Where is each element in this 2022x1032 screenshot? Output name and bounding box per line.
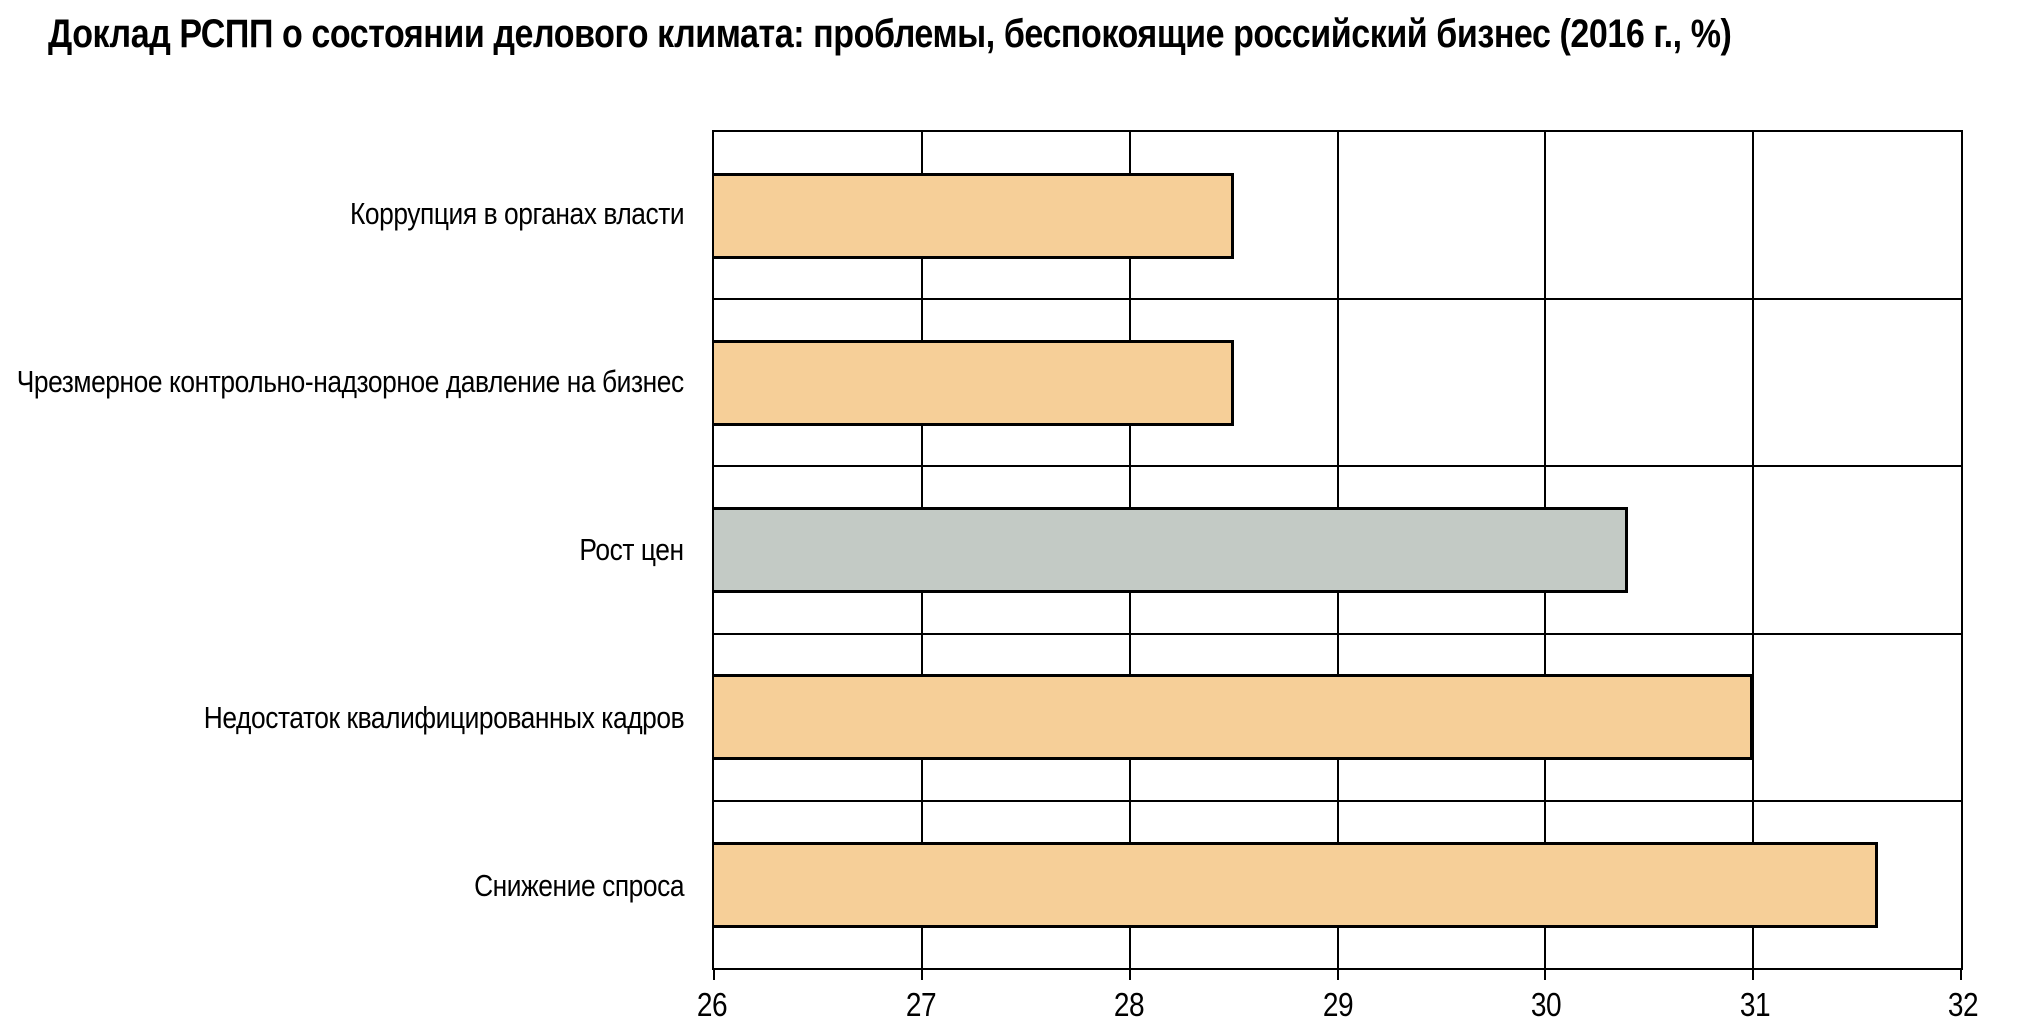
horizontal-gridline xyxy=(714,632,1961,635)
bar xyxy=(714,172,1234,259)
bar xyxy=(714,841,1878,928)
x-tick-label: 30 xyxy=(1530,986,1562,1023)
category-label: Снижение спроса xyxy=(473,868,684,903)
x-tick-label: 32 xyxy=(1947,986,1979,1023)
bar xyxy=(714,340,1234,426)
tick-mark xyxy=(1752,968,1755,980)
x-tick-label: 26 xyxy=(696,986,728,1023)
x-tick-label: 31 xyxy=(1739,986,1770,1023)
tick-mark xyxy=(1544,968,1547,980)
tick-mark xyxy=(920,968,923,980)
chart-title: Доклад РСПП о состоянии делового климата… xyxy=(48,12,1732,56)
x-tick-label: 28 xyxy=(1113,986,1145,1023)
value-axis: 26 27 28 29 30 31 32 xyxy=(697,986,1979,1026)
vertical-gridline xyxy=(1752,132,1755,968)
horizontal-gridline xyxy=(714,465,1961,468)
x-tick-label: 27 xyxy=(905,986,936,1023)
x-tick-label: 29 xyxy=(1322,986,1353,1023)
tick-mark xyxy=(1128,968,1131,980)
category-label: Недостаток квалифицированных кадров xyxy=(203,700,685,735)
category-label: Коррупция в органах власти xyxy=(349,196,685,231)
plot-area xyxy=(712,130,1963,980)
bar xyxy=(714,507,1629,594)
category-label: Рост цен xyxy=(579,532,685,567)
bar xyxy=(714,674,1754,761)
tick-mark xyxy=(1336,968,1339,980)
category-label: Чрезмерное контрольно-надзорное давление… xyxy=(16,364,684,399)
tick-mark xyxy=(713,968,715,980)
horizontal-gridline xyxy=(714,298,1961,301)
category-axis: Коррупция в органах власти Чрезмерное кон… xyxy=(0,130,698,970)
tick-mark xyxy=(1960,968,1962,980)
horizontal-gridline xyxy=(714,799,1961,802)
